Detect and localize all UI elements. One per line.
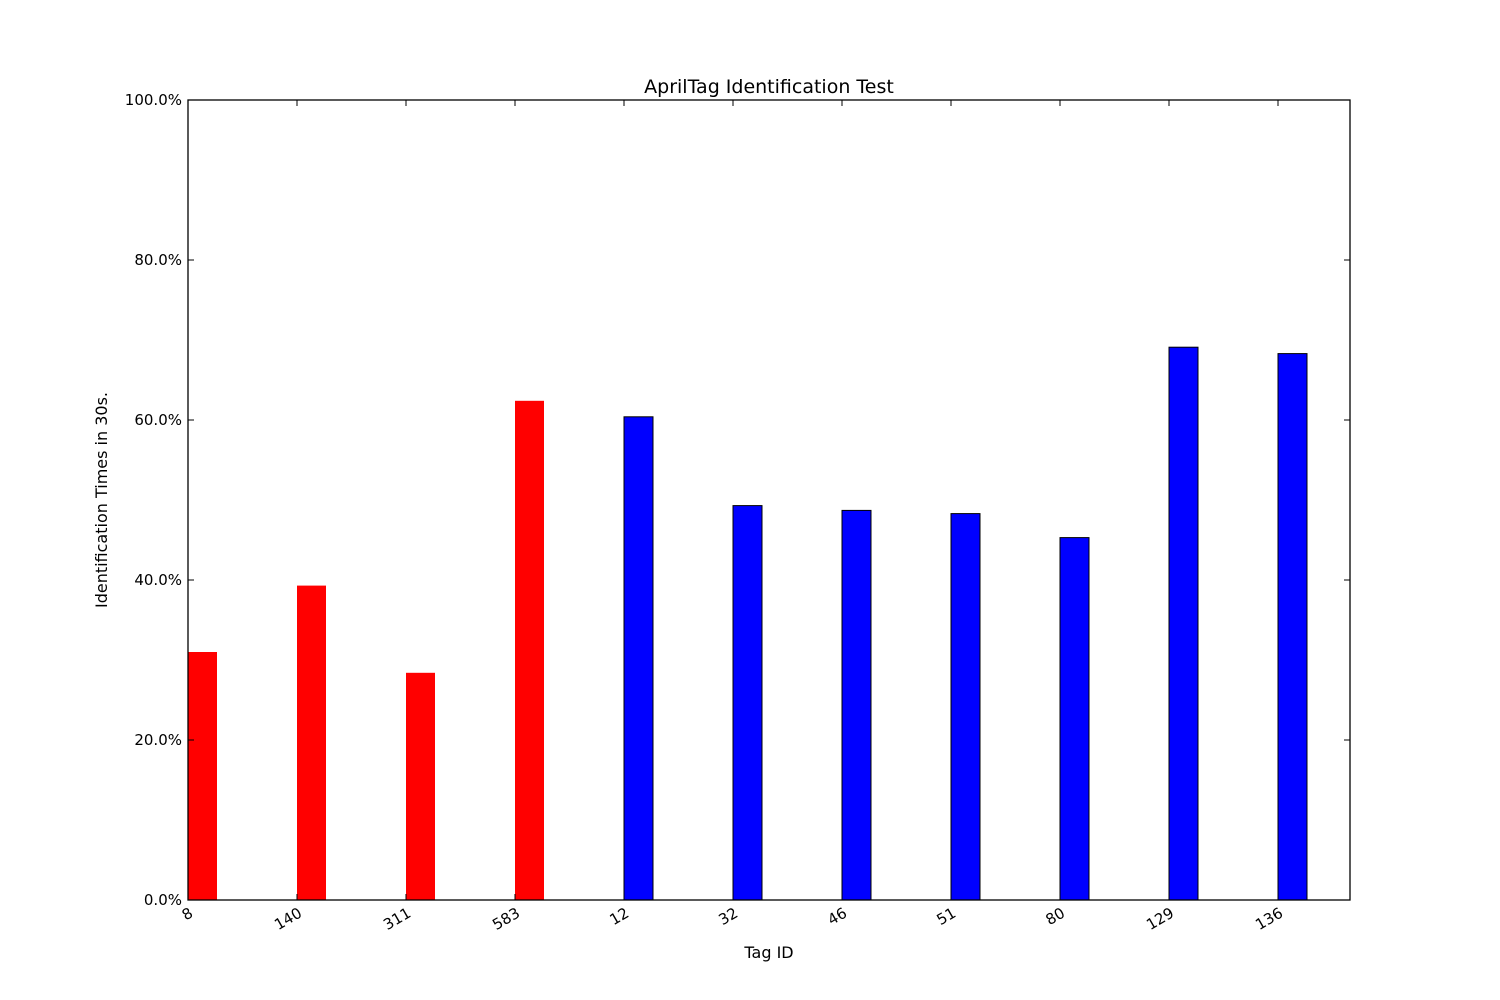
y-tick-label: 80.0% bbox=[134, 251, 182, 269]
chart-title: AprilTag Identification Test bbox=[644, 76, 894, 98]
y-axis-ticks: 0.0% 20.0% 40.0% 60.0% 80.0% 100.0% bbox=[125, 91, 1350, 909]
y-tick-label: 20.0% bbox=[134, 731, 182, 749]
bar-80 bbox=[1059, 537, 1090, 901]
x-tick-label: 80 bbox=[1042, 904, 1068, 929]
bar-12 bbox=[623, 416, 654, 901]
x-tick-label: 140 bbox=[271, 904, 305, 934]
bar-129 bbox=[1168, 346, 1199, 901]
x-tick-label: 12 bbox=[606, 904, 632, 929]
bar-140 bbox=[297, 585, 326, 900]
y-tick-label: 0.0% bbox=[144, 891, 182, 909]
x-tick-label: 46 bbox=[824, 904, 850, 929]
x-tick-label: 32 bbox=[715, 904, 741, 929]
y-axis-label: Identification Times in 30s. bbox=[92, 392, 111, 608]
bar-46 bbox=[841, 509, 872, 901]
x-tick-label: 51 bbox=[933, 904, 959, 929]
x-axis-label: Tag ID bbox=[743, 943, 793, 962]
x-tick-label: 136 bbox=[1252, 904, 1286, 934]
y-tick-label: 100.0% bbox=[125, 91, 182, 109]
x-tick-label: 8 bbox=[179, 904, 196, 924]
bar-136 bbox=[1277, 353, 1308, 901]
bar-311 bbox=[406, 672, 435, 900]
bars-group bbox=[188, 346, 1308, 901]
x-axis-ticks: 8 140 311 583 12 32 46 51 80 129 136 bbox=[179, 100, 1286, 934]
bar-8 bbox=[188, 652, 217, 900]
plot-frame bbox=[187, 99, 1351, 901]
bar-51 bbox=[950, 513, 981, 901]
x-tick-label: 311 bbox=[380, 904, 414, 934]
x-tick-label: 583 bbox=[489, 904, 523, 934]
y-tick-label: 60.0% bbox=[134, 411, 182, 429]
x-tick-label: 129 bbox=[1143, 904, 1177, 934]
y-tick-label: 40.0% bbox=[134, 571, 182, 589]
bar-32 bbox=[732, 505, 763, 901]
bar-583 bbox=[515, 400, 544, 900]
